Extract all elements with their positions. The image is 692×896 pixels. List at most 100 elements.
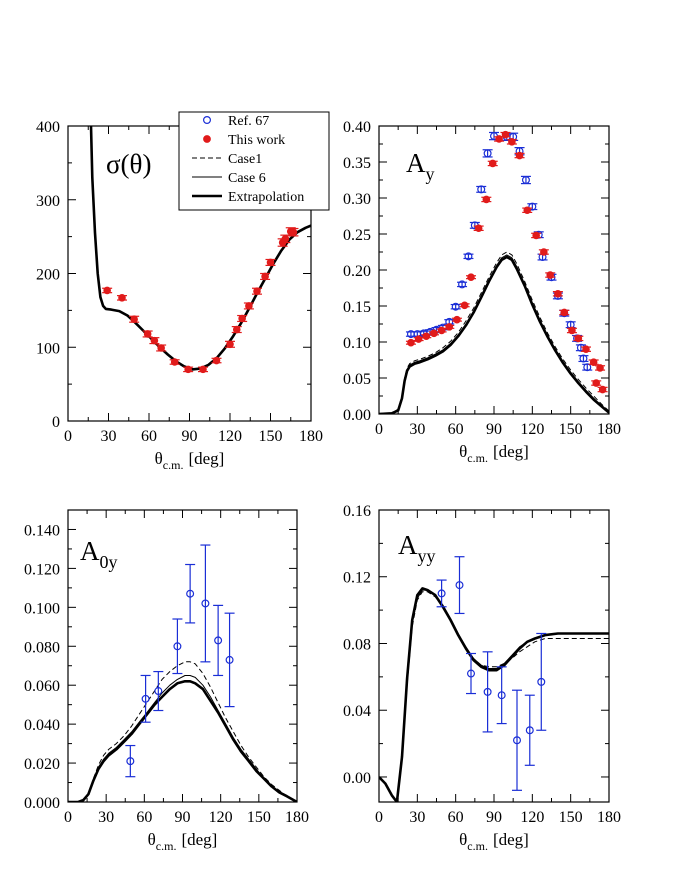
marker-open bbox=[186, 589, 195, 598]
y-tick-label: 0.40 bbox=[343, 119, 371, 136]
marker-filled bbox=[589, 358, 598, 366]
x-tick-label: 60 bbox=[448, 809, 464, 826]
data-point bbox=[466, 652, 476, 695]
marker-filled bbox=[501, 130, 510, 139]
data-point bbox=[243, 302, 254, 310]
legend-symbol bbox=[203, 135, 211, 143]
x-tick-label: 60 bbox=[141, 428, 157, 445]
marker-filled bbox=[430, 329, 438, 338]
marker-filled bbox=[281, 235, 290, 243]
panel-label-sub: y bbox=[426, 164, 435, 184]
curves bbox=[379, 587, 609, 802]
marker-open bbox=[521, 176, 530, 185]
x-axis-title-symbol: θ bbox=[148, 830, 156, 849]
y-tick-label: 300 bbox=[36, 193, 60, 210]
curves bbox=[379, 251, 609, 414]
marker-filled bbox=[467, 273, 475, 282]
y-tick-label: 0.00 bbox=[343, 407, 371, 424]
marker-filled bbox=[407, 338, 415, 347]
x-axis-title-unit: [deg] bbox=[493, 442, 529, 461]
data-point bbox=[597, 385, 608, 394]
x-axis-title-unit: [deg] bbox=[188, 449, 224, 468]
data-point bbox=[172, 618, 183, 675]
x-tick-label: 150 bbox=[259, 428, 283, 445]
x-tick-label: 90 bbox=[182, 428, 198, 445]
x-tick-label: 120 bbox=[520, 809, 544, 826]
data-point bbox=[512, 689, 522, 791]
panel-label: Ayy bbox=[398, 530, 436, 566]
marker-open bbox=[464, 252, 473, 261]
data-point bbox=[522, 206, 533, 215]
data-point bbox=[231, 325, 242, 334]
panel-ay: 0 30 60 90 120 150 180 0.00 0.05 0.10 0.15 0.20 0.25… bbox=[343, 119, 621, 465]
marker-open bbox=[583, 363, 592, 372]
y-tick-label: 400 bbox=[36, 119, 60, 136]
panel-label-main: A bbox=[398, 530, 418, 560]
marker-filled bbox=[574, 334, 583, 343]
marker-open bbox=[477, 185, 486, 194]
x-axis-title-sub: c.m. bbox=[467, 451, 488, 465]
x-tick-label: 180 bbox=[299, 428, 323, 445]
marker-filled bbox=[118, 294, 126, 302]
marker-filled bbox=[226, 340, 234, 349]
marker-filled bbox=[170, 358, 179, 366]
legend-label: Ref. 67 bbox=[228, 114, 269, 129]
data-point bbox=[450, 302, 461, 311]
data-point bbox=[444, 323, 455, 331]
data-point bbox=[224, 612, 235, 708]
panel-ayy: 0 30 60 90 120 150 180 0.00 0.04 0.08 0.12 0.16 θc.m… bbox=[343, 503, 621, 853]
data-point bbox=[140, 674, 151, 723]
y-tick-label: 0 bbox=[52, 414, 60, 431]
marker-filled bbox=[157, 344, 165, 352]
data-point bbox=[496, 666, 507, 725]
marker-open bbox=[214, 636, 223, 645]
x-axis-title: θc.m. [deg] bbox=[459, 442, 529, 465]
y-tick-label: 0.060 bbox=[24, 678, 60, 695]
x-tick-label: 180 bbox=[285, 809, 309, 826]
marker-filled bbox=[568, 326, 576, 335]
y-tick-label: 0.10 bbox=[343, 335, 371, 352]
data-point bbox=[595, 364, 606, 372]
x-tick-label: 120 bbox=[520, 421, 544, 438]
data-point bbox=[198, 365, 208, 374]
x-tick-label: 150 bbox=[559, 809, 583, 826]
data-point bbox=[252, 287, 262, 296]
data-point bbox=[578, 354, 589, 363]
data-point bbox=[213, 604, 224, 677]
panel-label-sub: yy bbox=[418, 546, 436, 566]
legend-label: Case1 bbox=[228, 152, 262, 167]
x-tick-label: 30 bbox=[98, 809, 114, 826]
x-axis-title: θc.m. [deg] bbox=[459, 830, 529, 853]
y-tick-label: 0.080 bbox=[24, 639, 60, 656]
x-axis-title: θc.m. [deg] bbox=[148, 830, 218, 853]
y-tick-label: 0.35 bbox=[343, 155, 371, 172]
y-tick-label: 0.05 bbox=[343, 371, 371, 388]
x-tick-label: 30 bbox=[101, 428, 117, 445]
data-point bbox=[129, 315, 140, 324]
data-point bbox=[545, 271, 556, 279]
x-tick-label: 180 bbox=[597, 809, 621, 826]
x-tick-label: 180 bbox=[597, 421, 621, 438]
marker-filled bbox=[460, 301, 469, 310]
legend-entry-case1: Case1 bbox=[192, 152, 262, 167]
y-tick-label: 0.100 bbox=[24, 600, 60, 617]
marker-filled bbox=[150, 336, 159, 345]
y-tick-label: 200 bbox=[36, 267, 60, 284]
marker-filled bbox=[582, 345, 590, 354]
data-point bbox=[591, 379, 602, 387]
marker-open bbox=[141, 694, 150, 703]
marker-filled bbox=[453, 315, 461, 324]
data-point bbox=[500, 130, 511, 139]
x-tick-label: 150 bbox=[247, 809, 271, 826]
data-point bbox=[142, 330, 153, 338]
marker-filled bbox=[532, 231, 540, 240]
x-axis-title-symbol: θ bbox=[155, 449, 163, 468]
series-this-work bbox=[102, 227, 299, 374]
legend-entry-this-work: This work bbox=[203, 133, 285, 148]
data-point bbox=[457, 280, 468, 289]
marker-filled bbox=[515, 151, 524, 160]
x-tick-label: 60 bbox=[448, 421, 464, 438]
x-tick-label: 120 bbox=[209, 809, 233, 826]
x-axis-title-unit: [deg] bbox=[493, 830, 529, 849]
marker-filled bbox=[523, 206, 532, 215]
